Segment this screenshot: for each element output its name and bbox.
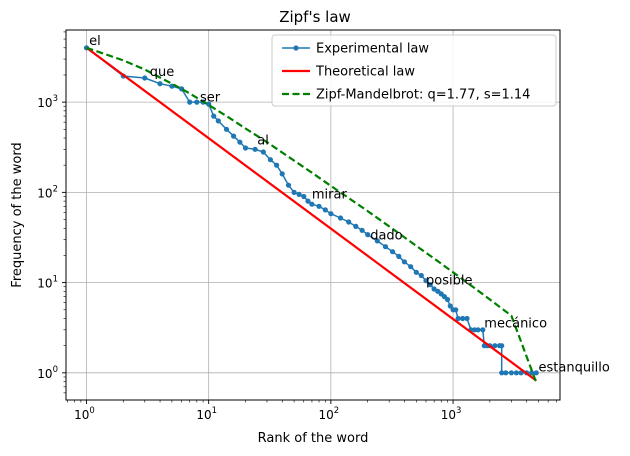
series-point (316, 203, 322, 209)
series-point (291, 189, 297, 195)
series-point (427, 282, 433, 288)
series-point (309, 201, 315, 207)
axis-ticks: 100 101 102 103 100 101 102 103 (37, 31, 557, 422)
series-point (529, 370, 535, 376)
series-point (365, 232, 371, 238)
series-point (274, 162, 280, 168)
series-point (374, 238, 380, 244)
series-point (337, 215, 344, 221)
legend-label-2: Zipf-Mandelbrot: q=1.77, s=1.14 (316, 88, 530, 103)
annotation-label: dado (370, 229, 402, 244)
series-point (503, 370, 509, 376)
series-group (83, 45, 539, 383)
series-point (382, 244, 389, 250)
legend-box (271, 34, 557, 107)
x-tick-label: 100 (74, 406, 95, 422)
series-point (301, 193, 307, 200)
legend-label-0: Experimental law (316, 42, 429, 57)
annotation-label: el (89, 34, 101, 49)
x-tick-label: 101 (196, 406, 217, 422)
annotation-label: que (150, 65, 175, 80)
series-point (408, 264, 414, 270)
series-point (396, 253, 402, 259)
series-point (305, 198, 311, 204)
annotation-label: al (257, 133, 269, 148)
y-tick-label: 101 (37, 275, 58, 291)
series-point (237, 139, 243, 145)
series-point (194, 99, 200, 105)
series-point (401, 259, 407, 265)
series-point (418, 272, 424, 279)
y-tick-label: 103 (37, 94, 58, 110)
chart-title: Zipf's law (279, 8, 351, 26)
series-point (423, 278, 429, 284)
series-point (533, 370, 539, 376)
series-point (508, 370, 514, 376)
series-point (279, 171, 285, 177)
legend-marker (293, 45, 299, 51)
plot-frame (65, 29, 561, 401)
series-point (187, 99, 193, 105)
series-point (296, 191, 302, 197)
series-point (328, 211, 334, 217)
annotation-label: estanquillo (539, 361, 610, 376)
series-point (499, 343, 505, 349)
series-point (453, 307, 459, 313)
series-point (492, 343, 498, 349)
y-axis-label: Frequency of the word (10, 142, 25, 287)
x-axis-label: Rank of the word (258, 431, 369, 446)
series-point (285, 182, 292, 188)
series-point (211, 113, 217, 119)
series-point (215, 118, 221, 124)
series-point (480, 327, 486, 333)
legend-label-1: Theoretical law (315, 65, 415, 80)
series-point (157, 81, 163, 87)
series-point (322, 207, 328, 213)
series-point (444, 296, 451, 303)
series-point (390, 249, 396, 255)
y-tick-label: 100 (37, 365, 58, 381)
series-point (223, 126, 230, 132)
y-tick-label: 102 (37, 184, 58, 200)
series-point (455, 315, 461, 322)
series-point (464, 315, 470, 322)
x-tick-label: 102 (319, 406, 340, 422)
series-line-1 (85, 46, 537, 382)
series-point (460, 315, 466, 322)
word-annotations: el que ser al mirar dado posible mecánico estanq… (89, 34, 610, 376)
series-point (346, 219, 352, 225)
x-tick-label: 103 (441, 406, 462, 422)
series-point (353, 223, 359, 229)
series-line-2 (86, 46, 538, 383)
series-point (260, 149, 266, 155)
legend: Experimental law Theoretical law Zipf-Mand… (271, 34, 557, 107)
series-point (242, 145, 249, 151)
series-point (267, 157, 273, 163)
series-point (252, 146, 258, 152)
annotation-label: mecánico (484, 316, 547, 331)
annotation-label: ser (200, 90, 221, 105)
series-point (359, 227, 365, 233)
series-point (513, 370, 520, 376)
series-point (447, 303, 453, 309)
series-point (499, 370, 505, 376)
series-point (413, 269, 419, 275)
series-point (231, 133, 237, 139)
annotation-label: posible (426, 274, 472, 289)
series-point (475, 327, 481, 333)
annotation-label: mirar (312, 187, 348, 202)
series-point (142, 75, 148, 81)
